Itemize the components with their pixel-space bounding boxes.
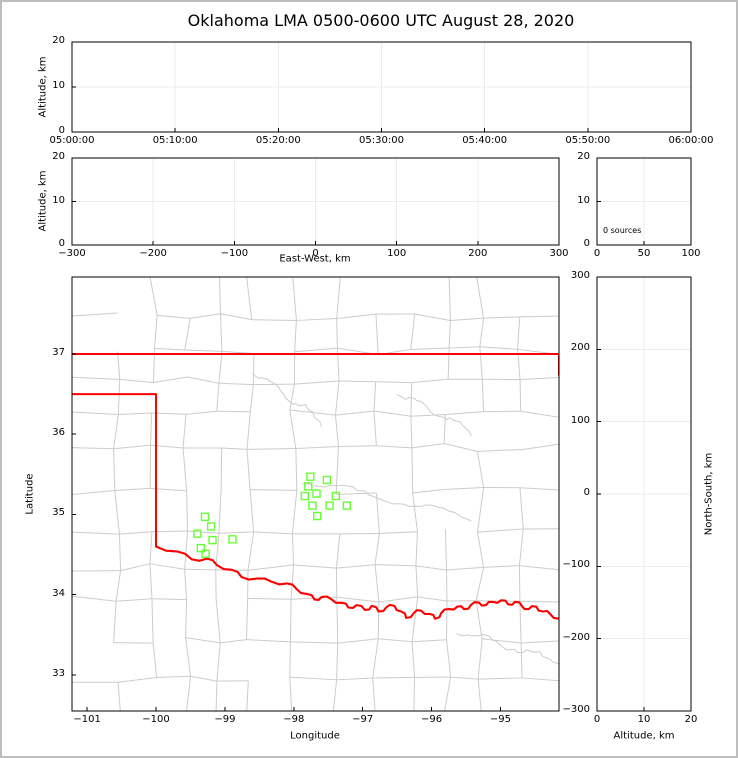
map-xtick-4: −97 <box>352 714 374 725</box>
map-ytick-3: 34 <box>52 587 65 599</box>
lma-source-marker-16 <box>313 511 322 521</box>
panel-plan-view-map <box>72 277 559 711</box>
ns-ytick-5: −200 <box>562 631 590 643</box>
map-ytick-0: 37 <box>52 347 65 358</box>
hist-xtick-0: 0 <box>593 248 601 259</box>
map-xtick-5: −96 <box>421 714 443 725</box>
lma-source-marker-13 <box>308 501 317 510</box>
axis-label-longitude: Longitude <box>290 730 340 742</box>
time-xtick-0: 05:00:00 <box>49 135 95 146</box>
lma-source-marker-2 <box>193 529 202 538</box>
page-title: Oklahoma LMA 0500-0600 UTC August 28, 20… <box>187 11 575 30</box>
time-xtick-1: 05:10:00 <box>152 135 198 146</box>
map-xtick-2: −99 <box>214 714 236 725</box>
ns-ytick-1: 200 <box>570 342 590 354</box>
axis-label-east-west: East-West, km <box>279 253 351 265</box>
lma-source-marker-14 <box>325 501 334 510</box>
ns-xtick-1: 10 <box>637 714 651 725</box>
time-xtick-2: 05:20:00 <box>255 135 301 146</box>
map-xtick-1: −100 <box>142 714 170 725</box>
axis-label-altitude-mid: Altitude, km <box>37 170 49 232</box>
hist-xtick-1: 50 <box>637 248 651 259</box>
lma-source-marker-3 <box>208 535 217 545</box>
axis-label-altitude-top: Altitude, km <box>37 56 49 118</box>
lma-source-marker-7 <box>306 472 315 481</box>
time-xtick-3: 05:30:00 <box>359 135 404 146</box>
lma-source-marker-15 <box>342 501 352 510</box>
lma-source-marker-9 <box>304 482 313 491</box>
axis-label-north-south: North-South, km <box>703 452 715 536</box>
lma-source-marker-4 <box>228 535 237 544</box>
ns-ytick-4: −100 <box>562 559 590 571</box>
lma-source-marker-12 <box>331 491 341 501</box>
ew-xtick-3: 0 <box>312 248 319 259</box>
time-ytick-2: 20 <box>52 35 65 46</box>
panel-altitude-vs-time <box>72 42 691 132</box>
ew-xtick-2: −100 <box>220 248 249 259</box>
ns-ytick-2: 100 <box>570 414 590 426</box>
ew-xtick-5: 200 <box>468 248 488 259</box>
panel-north-south-vs-altitude <box>597 277 691 711</box>
ns-xtick-0: 0 <box>593 714 601 725</box>
axis-label-altitude-right: Altitude, km <box>613 730 675 742</box>
lma-source-marker-6 <box>201 549 210 558</box>
ns-ytick-3: 0 <box>583 487 590 498</box>
ew-xtick-1: −200 <box>139 248 167 259</box>
ew-xtick-6: 300 <box>549 248 569 259</box>
map-xtick-6: −95 <box>489 714 511 725</box>
map-xtick-0: −101 <box>73 714 101 725</box>
axis-label-latitude: Latitude <box>24 473 36 515</box>
ew-ytick-2: 20 <box>52 151 65 162</box>
lma-source-marker-11 <box>312 489 321 498</box>
map-ytick-1: 36 <box>52 427 65 439</box>
time-ytick-0: 0 <box>58 125 65 136</box>
ew-ytick-1: 10 <box>52 194 65 206</box>
hist-ytick-2: 20 <box>577 151 590 162</box>
time-xtick-5: 05:50:00 <box>565 135 611 146</box>
hist-ytick-1: 10 <box>577 194 590 206</box>
lma-source-marker-8 <box>322 475 332 485</box>
time-xtick-6: 06:00:00 <box>668 135 714 146</box>
map-ytick-2: 35 <box>52 507 65 519</box>
time-ytick-1: 10 <box>52 80 65 91</box>
lma-source-marker-5 <box>196 543 206 553</box>
ns-xtick-2: 20 <box>684 714 698 725</box>
lma-source-marker-10 <box>300 491 310 501</box>
map-xtick-3: −98 <box>283 714 305 725</box>
panel-frame-map <box>71 276 560 712</box>
hist-ytick-0: 0 <box>583 238 590 249</box>
ns-ytick-0: 300 <box>570 270 590 281</box>
source-count-annotation: 0 sources <box>603 226 642 235</box>
map-ytick-4: 33 <box>52 667 65 679</box>
time-xtick-4: 05:40:00 <box>462 135 508 146</box>
lma-source-marker-1 <box>206 522 216 531</box>
panel-altitude-vs-east-west <box>72 158 559 245</box>
ns-ytick-6: −300 <box>562 704 590 715</box>
hist-xtick-2: 100 <box>681 248 701 259</box>
ew-ytick-0: 0 <box>58 238 65 249</box>
ew-xtick-0: −300 <box>58 248 86 259</box>
ew-xtick-4: 100 <box>387 248 407 259</box>
lma-source-marker-0 <box>200 512 210 522</box>
